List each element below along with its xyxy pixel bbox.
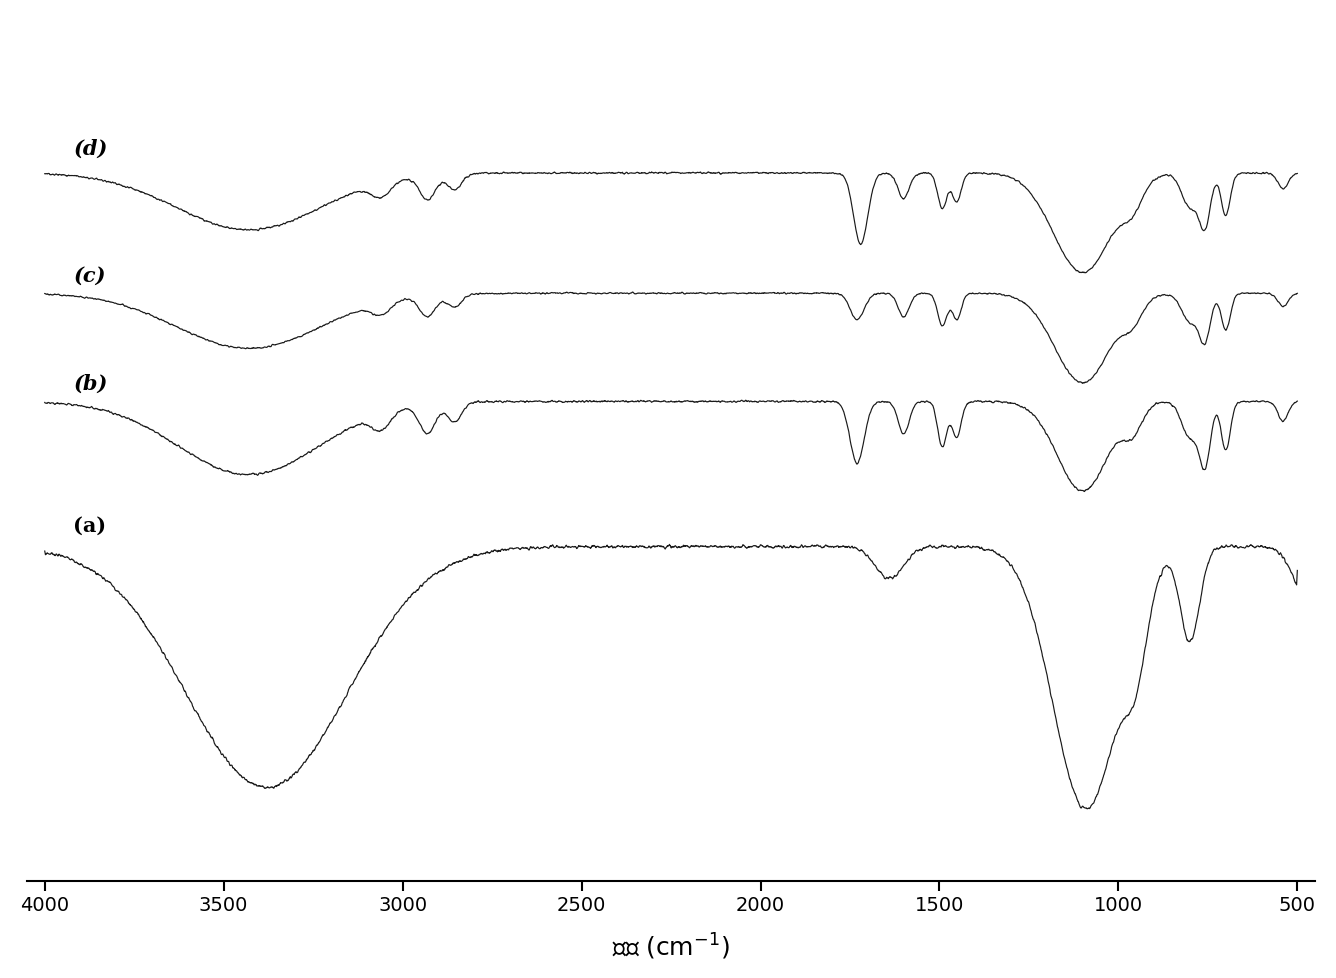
Text: (d): (d) bbox=[73, 138, 108, 158]
Text: (c): (c) bbox=[73, 266, 106, 286]
X-axis label: 波长 (cm$^{-1}$): 波长 (cm$^{-1}$) bbox=[612, 931, 729, 961]
Text: (a): (a) bbox=[73, 515, 107, 535]
Text: (b): (b) bbox=[73, 374, 108, 393]
